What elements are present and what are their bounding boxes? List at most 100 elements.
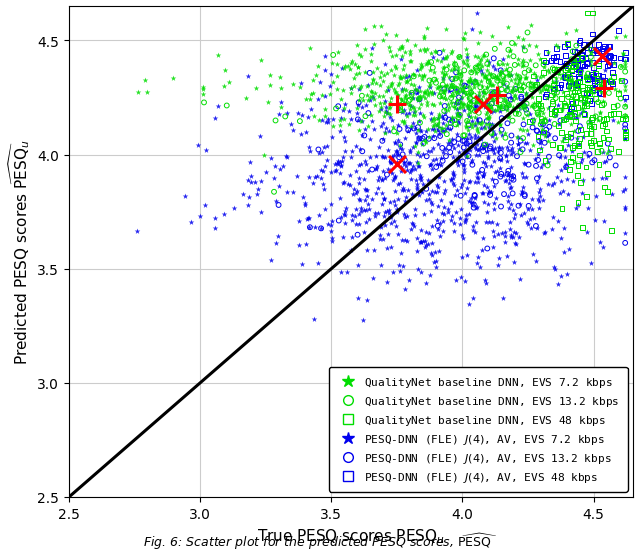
Point	[488, 149, 499, 158]
Point	[346, 84, 356, 93]
Point	[406, 102, 416, 111]
Point	[355, 96, 365, 105]
Point	[432, 84, 442, 93]
Point	[475, 263, 485, 272]
Point	[451, 68, 461, 77]
Point	[328, 51, 339, 60]
Point	[459, 144, 469, 152]
Point	[446, 66, 456, 75]
Point	[515, 148, 525, 157]
Point	[200, 146, 211, 155]
Point	[605, 52, 615, 61]
Point	[620, 57, 630, 66]
Point	[478, 88, 488, 97]
Point	[332, 85, 342, 94]
Point	[593, 75, 603, 84]
Point	[537, 86, 547, 95]
Point	[404, 276, 414, 285]
Point	[591, 192, 601, 201]
Point	[465, 198, 476, 207]
Point	[463, 210, 474, 219]
Point	[593, 116, 604, 125]
Point	[565, 130, 575, 139]
Point	[394, 79, 404, 88]
Point	[415, 95, 425, 104]
Point	[198, 83, 209, 92]
Point	[481, 162, 491, 171]
Point	[265, 81, 275, 90]
Point	[413, 162, 424, 171]
Point	[575, 151, 585, 160]
Point	[534, 101, 545, 110]
Point	[406, 57, 416, 66]
Point	[447, 75, 457, 84]
Point	[431, 188, 442, 197]
Point	[567, 99, 577, 108]
Point	[581, 163, 591, 172]
Point	[488, 137, 499, 146]
Point	[542, 132, 552, 141]
Point	[465, 94, 475, 103]
Point	[467, 25, 477, 34]
Point	[296, 130, 307, 139]
Point	[457, 84, 467, 93]
Point	[620, 78, 630, 87]
Point	[582, 86, 592, 94]
Point	[484, 69, 494, 78]
Point	[470, 134, 481, 143]
Point	[572, 62, 582, 71]
Point	[588, 30, 598, 39]
Point	[198, 85, 209, 94]
Point	[509, 92, 520, 100]
Point	[458, 161, 468, 170]
Point	[460, 218, 470, 227]
Point	[577, 61, 588, 70]
Point	[456, 77, 467, 86]
Point	[569, 63, 579, 72]
Point	[489, 182, 499, 191]
Point	[464, 197, 474, 206]
Point	[548, 214, 558, 222]
Point	[390, 62, 400, 71]
Point	[420, 237, 430, 246]
Point	[513, 80, 524, 89]
Point	[383, 83, 393, 92]
Point	[406, 190, 417, 199]
Point	[588, 71, 598, 80]
Point	[584, 121, 595, 130]
Point	[482, 117, 492, 126]
Point	[477, 88, 488, 97]
Point	[354, 195, 364, 204]
Point	[463, 152, 474, 161]
Point	[358, 316, 369, 325]
Point	[463, 77, 473, 86]
Point	[564, 85, 574, 94]
Point	[506, 71, 516, 80]
Point	[449, 58, 460, 67]
Point	[507, 171, 517, 179]
Point	[428, 165, 438, 174]
Point	[492, 91, 502, 99]
Point	[399, 119, 410, 128]
Point	[438, 87, 448, 96]
Point	[420, 136, 430, 145]
Point	[584, 84, 595, 93]
Point	[362, 186, 372, 195]
Point	[386, 159, 396, 168]
Point	[428, 156, 438, 165]
Point	[541, 126, 552, 135]
Point	[506, 231, 516, 240]
Point	[380, 209, 390, 217]
Point	[535, 55, 545, 63]
Point	[548, 78, 559, 87]
Point	[549, 107, 559, 116]
Point	[319, 185, 329, 194]
Point	[518, 173, 529, 182]
Point	[559, 102, 570, 110]
Point	[297, 260, 307, 269]
Point	[448, 76, 458, 85]
Point	[602, 62, 612, 71]
Point	[481, 279, 492, 288]
Point	[448, 179, 458, 188]
Point	[293, 109, 303, 118]
